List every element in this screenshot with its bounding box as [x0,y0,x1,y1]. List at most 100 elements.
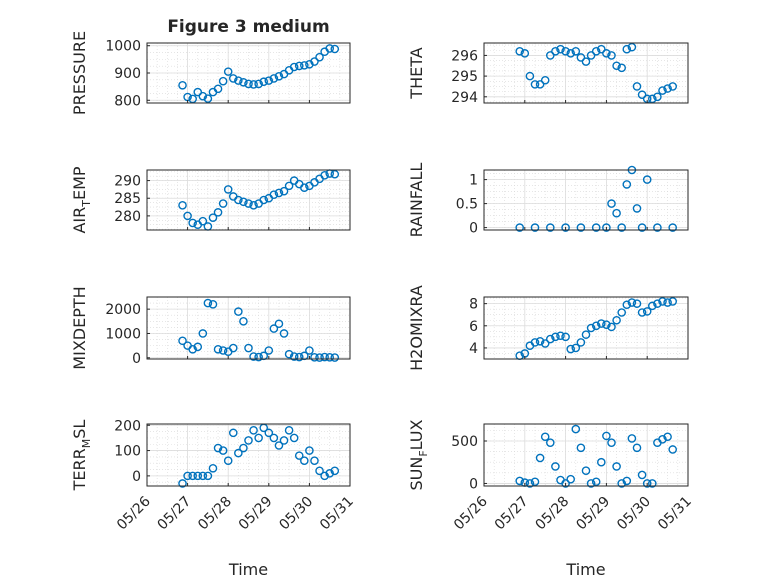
data-point [627,42,637,52]
y-tick-label: 0 [132,351,141,367]
data-point [566,49,576,58]
data-point [617,479,627,488]
y-tick-label: 4 [469,341,478,357]
data-point [602,223,611,232]
data-point [294,61,304,71]
data-point [198,91,208,101]
y-axis-label-tail: LUX [407,419,426,450]
data-point [183,211,192,221]
data-point [540,339,550,348]
data-point [622,180,632,189]
y-axis-label-main: MIXDEPTH [70,286,89,369]
panel-sun_flux: 0 500 05/26 05/27 05/28 05/29 05/30 05/31 SUNFLU… [407,419,695,579]
axes-box [146,423,351,487]
data-point [581,466,591,476]
data-point [561,46,570,56]
y-tick-label: 900 [114,66,141,82]
data-point [284,349,294,359]
data-point [561,479,570,488]
data-point [530,477,540,487]
data-point [264,428,274,438]
data-point [632,204,642,213]
data-point [581,57,591,66]
x-tick-label: 05/30 [614,494,654,534]
data-point [249,352,258,361]
data-point [279,329,289,338]
data-point [668,223,678,232]
y-tick-label: 800 [114,93,141,109]
panel-theta: 294 295 296 THETA [407,42,689,106]
x-tick-label: 05/29 [236,494,276,534]
data-point [244,343,253,353]
data-point [668,445,678,454]
data-point [668,297,678,306]
data-point [249,426,258,435]
y-tick-label: 294 [451,90,478,106]
y-axis-label-main: AIR [70,207,89,234]
data-point [294,352,304,362]
data-point [244,436,253,445]
data-point [571,46,581,56]
y-tick-label: 1000 [105,39,141,55]
data-point [648,94,657,104]
data-point [223,456,233,465]
data-point [244,79,253,89]
data-point [259,77,269,87]
data-point [617,63,627,73]
data-point [612,462,621,471]
data-point [551,46,560,56]
data-point [300,61,309,70]
y-axis-label-subscript: M [80,439,93,449]
data-point [213,344,223,354]
data-point [274,188,284,198]
data-point [535,336,545,346]
data-point [279,436,289,445]
data-point [310,57,319,66]
data-point [637,223,647,232]
axes-box [483,423,689,487]
data-point [637,470,647,480]
data-point [228,74,238,83]
y-tick-label: 290 [114,174,141,190]
data-point [330,353,340,362]
data-point [178,479,187,488]
y-tick-label: 500 [451,434,478,450]
data-point [213,84,223,94]
data-point [622,476,632,486]
y-tick-label: 295 [451,69,478,85]
data-point [591,223,601,232]
data-point [607,322,616,332]
data-point [315,466,324,476]
panel-h2omixra: 4 6 8 H2OMIXRA [407,285,689,371]
y-axis-label-subscript: F [417,450,430,456]
data-point [239,317,248,326]
y-axis-label-main: PRESSURE [70,31,89,115]
data-point [203,471,213,481]
data-point [234,307,243,316]
data-point [320,471,329,481]
data-point [315,353,324,362]
data-point [617,308,627,317]
data-point [178,80,187,90]
y-tick-label: 296 [451,48,478,64]
data-point [320,170,329,180]
data-point [632,82,642,91]
y-axis-label-tail: SL [70,420,89,439]
data-point [622,44,632,54]
data-point [535,80,545,89]
data-point [627,298,637,307]
data-point [289,352,299,361]
data-point [249,200,258,210]
data-point [223,185,233,194]
y-axis-label: H2OMIXRA [407,285,426,371]
data-point [203,94,213,103]
data-point [264,346,274,355]
data-point [254,79,263,89]
data-point [193,471,203,481]
data-point [642,479,652,488]
data-point [269,433,279,443]
data-point [546,438,555,447]
y-tick-label: 1 [469,173,478,189]
data-point [653,92,662,102]
